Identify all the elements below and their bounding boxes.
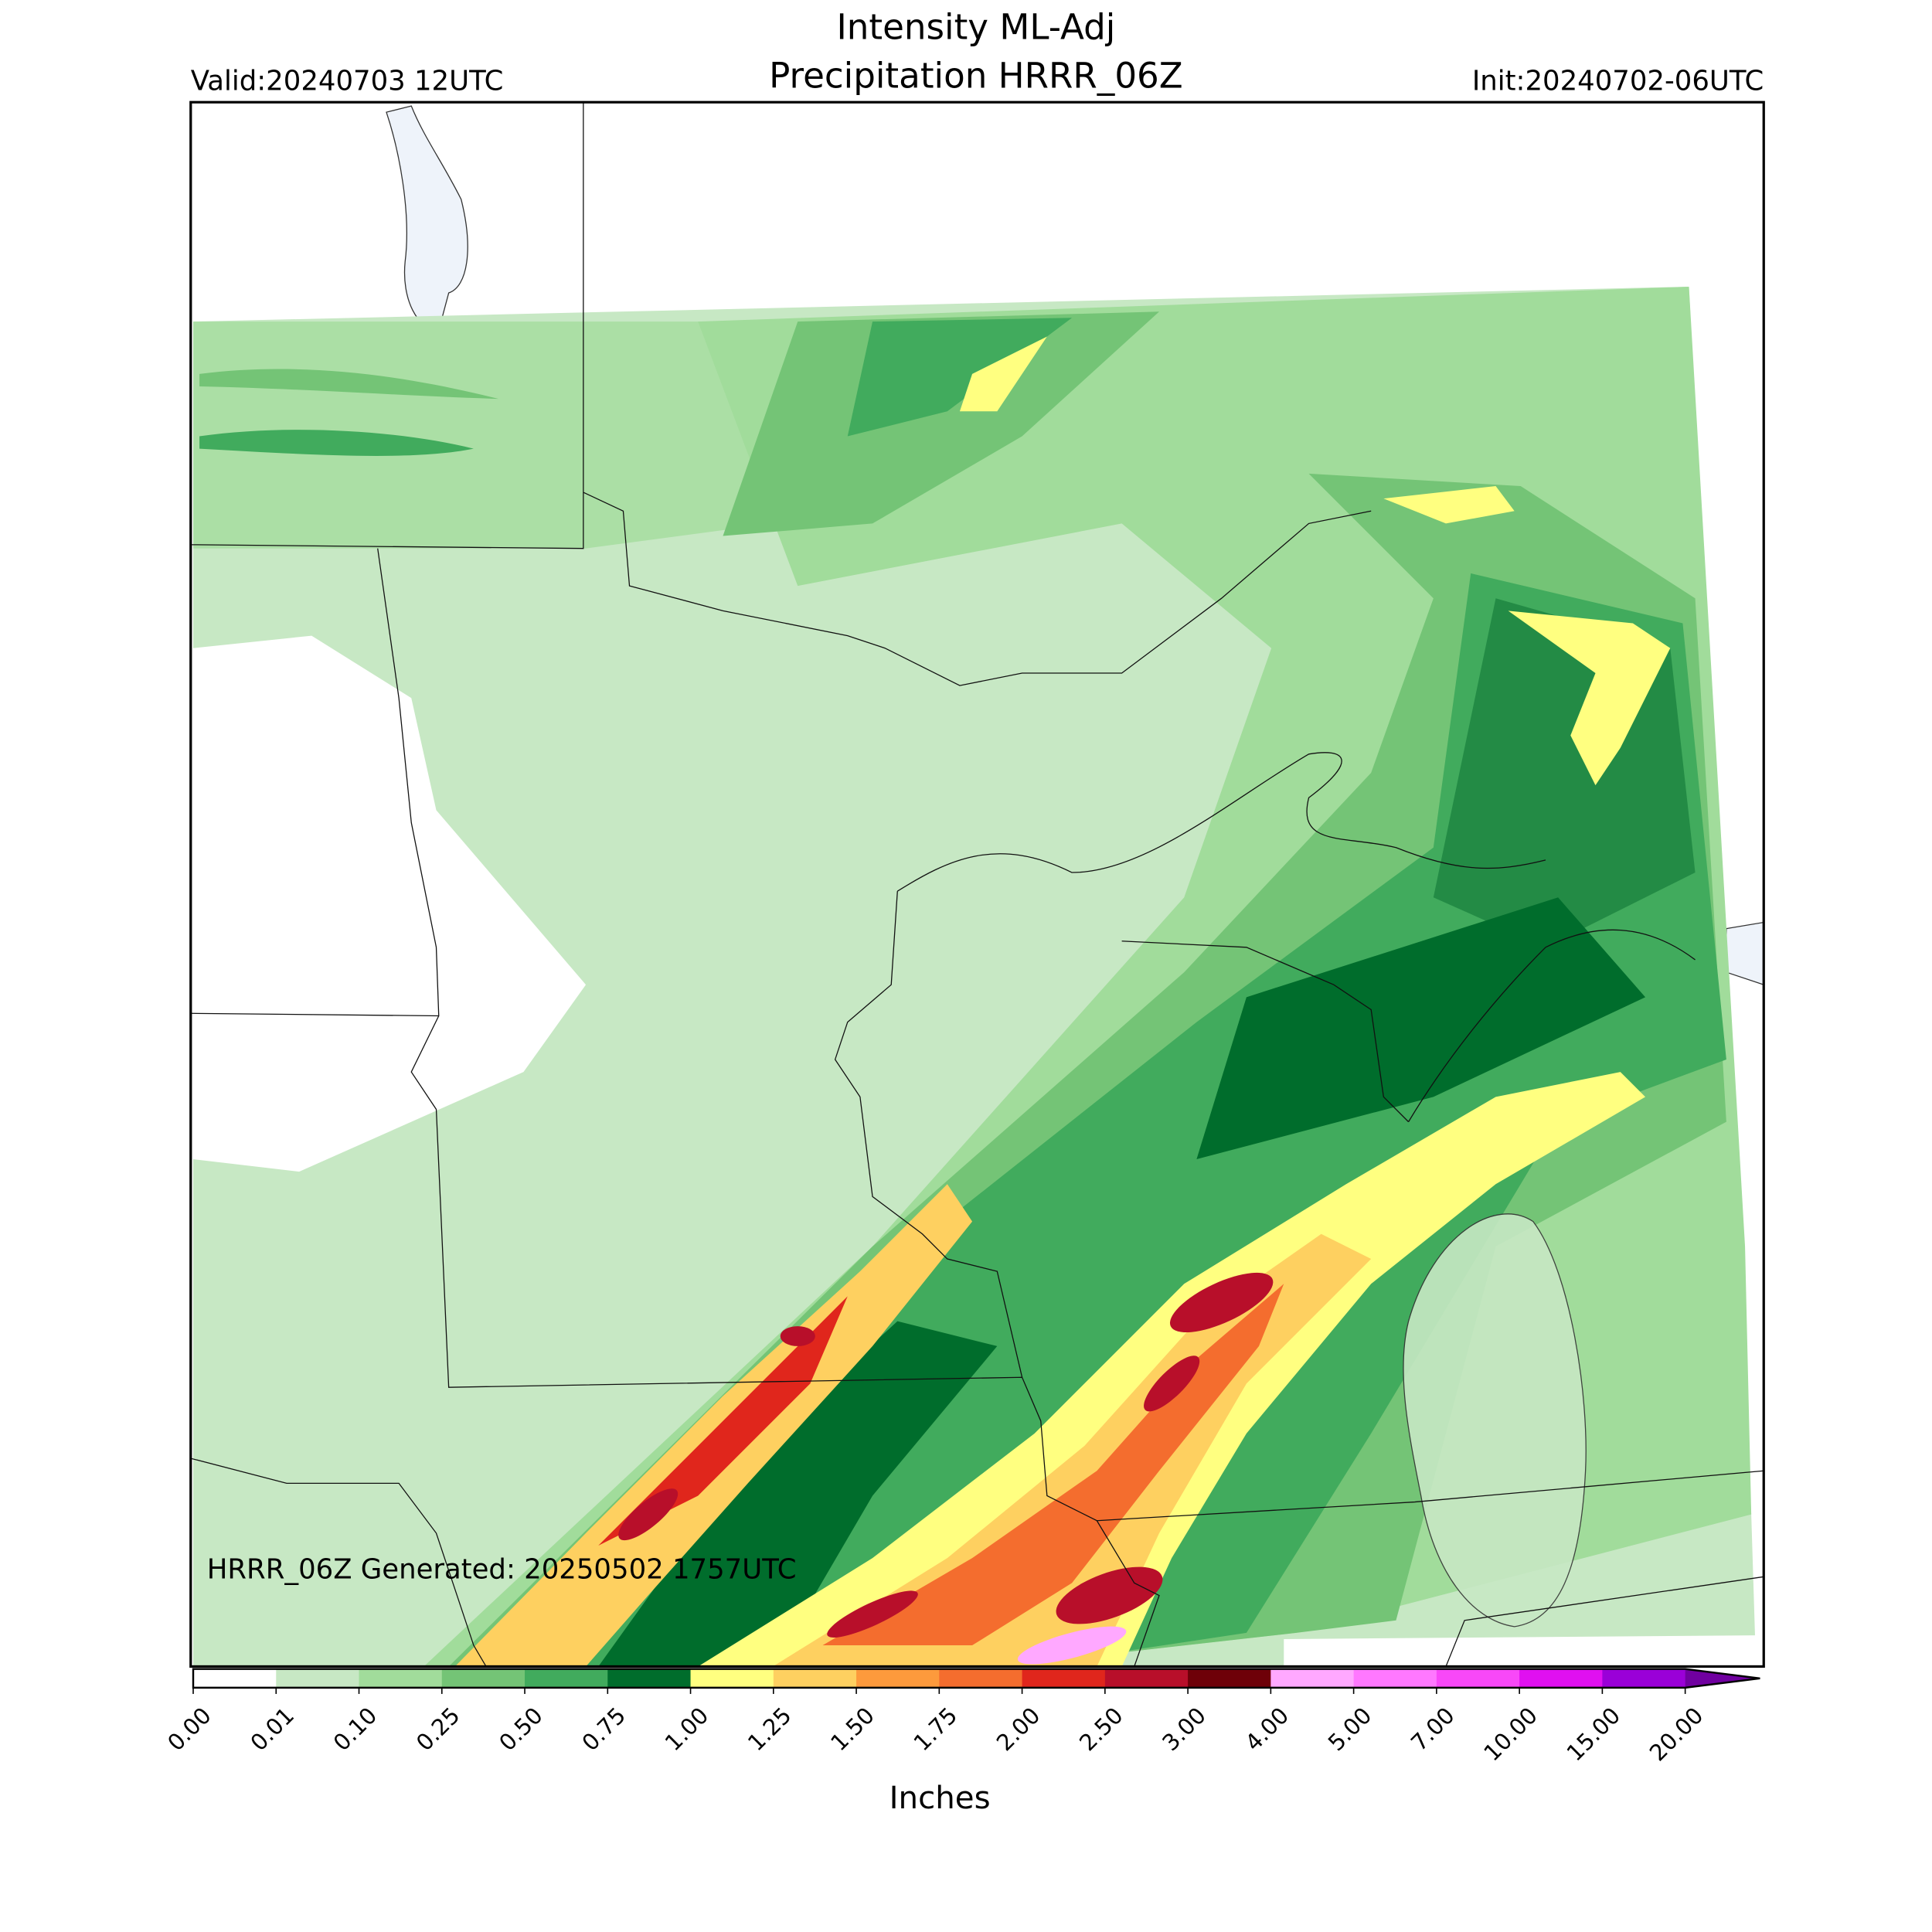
colorbar-segment [607, 1668, 692, 1688]
precip-area [847, 318, 1073, 437]
colorbar-tick-label: 2.00 [992, 1702, 1046, 1757]
colorbar-segment [1602, 1668, 1686, 1688]
colorbar-segment [939, 1668, 1023, 1688]
colorbar-tick-label: 1.25 [743, 1702, 797, 1757]
colorbar-extension [1685, 1668, 1760, 1688]
colorbar-frame [192, 1668, 1760, 1689]
colorbar-tick-label: 0.50 [494, 1702, 548, 1757]
colorbar-segment [1104, 1668, 1189, 1688]
colorbar-segment [690, 1668, 774, 1688]
lake [1403, 1213, 1587, 1628]
colorbar-tick-label: 0.01 [245, 1702, 299, 1757]
colorbar-tick-label: 3.00 [1157, 1702, 1211, 1757]
colorbar-segment [441, 1668, 526, 1688]
precip-core [1056, 1566, 1163, 1624]
colorbar-segment [359, 1668, 443, 1688]
precip-area [1196, 897, 1646, 1159]
boundaries [190, 102, 1764, 1667]
dry-area [193, 635, 587, 1172]
colorbar-label: Inches [889, 1780, 991, 1816]
colorbar-tick-label: 10.00 [1478, 1702, 1543, 1767]
colorbar-segment [1188, 1668, 1271, 1688]
colorbar-tick-label: 1.50 [825, 1702, 879, 1757]
precip-area [598, 1321, 998, 1667]
precip-core [1144, 1355, 1200, 1412]
colorbar-segment [193, 1668, 277, 1688]
precip-area [598, 1296, 848, 1546]
precip-core [1169, 1272, 1274, 1333]
colorbar-tick-label: 1.00 [660, 1702, 714, 1757]
precip-core [618, 1488, 679, 1541]
map [190, 102, 1764, 1667]
colorbar-segment [1022, 1668, 1106, 1688]
init-time: Init:20240702-06UTC [1472, 65, 1764, 97]
subtitle: Precipitation HRRR_06Z [769, 56, 1183, 97]
colorbar-segment [1353, 1668, 1437, 1688]
colorbar-tick-label: 1.75 [908, 1702, 962, 1757]
precip-area [822, 1284, 1284, 1646]
map-frame [189, 100, 1765, 1668]
precip-core [1017, 1626, 1127, 1665]
colorbar-segment [773, 1668, 857, 1688]
colorbar-tick-label: 20.00 [1645, 1702, 1709, 1767]
title: Intensity ML-Adj [836, 7, 1115, 48]
precip-area [199, 430, 474, 456]
precip-core [780, 1326, 815, 1346]
colorbar-tick-label: 7.00 [1406, 1702, 1460, 1757]
colorbar-segment [1436, 1668, 1520, 1688]
colorbar-segment [276, 1668, 359, 1688]
valid-time: Valid:20240703 12UTC [191, 65, 504, 97]
colorbar-segment [856, 1668, 940, 1688]
colorbar-tick-label: 0.25 [411, 1702, 465, 1757]
colorbar-tick-label: 2.50 [1074, 1702, 1128, 1757]
precip-area [959, 336, 1047, 412]
precip-area [723, 311, 1159, 536]
precip-area [199, 369, 499, 400]
footnote: HRRR_06Z Generated: 20250502 1757UTC [207, 1553, 797, 1585]
colorbar-segment [1519, 1668, 1603, 1688]
precip-core [827, 1590, 918, 1638]
colorbar-tick-label: 0.10 [328, 1702, 383, 1757]
colorbar-segment [1270, 1668, 1355, 1688]
precip-area [1383, 486, 1515, 524]
colorbar-tick-label: 0.00 [162, 1702, 216, 1757]
colorbar-segment [525, 1668, 608, 1688]
colorbar-tick-label: 15.00 [1561, 1702, 1625, 1767]
colorbar-tick-label: 4.00 [1240, 1702, 1294, 1757]
precip-area [1508, 611, 1671, 786]
colorbar: 0.00 0.01 0.10 0.25 0.50 0.75 1.00 1.25 1.50 1.75… [162, 1668, 1760, 1767]
colorbar-tick-label: 5.00 [1323, 1702, 1377, 1757]
colorbar-tick-label: 0.75 [577, 1702, 631, 1757]
